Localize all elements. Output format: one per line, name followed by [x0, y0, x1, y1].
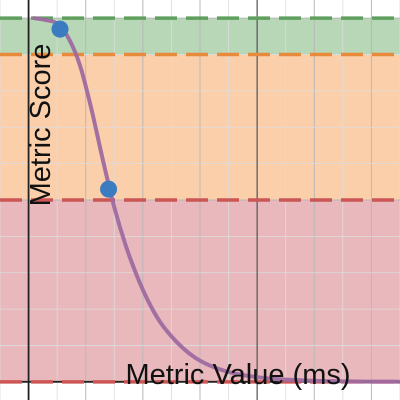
data-point-1 — [100, 180, 118, 198]
x-axis-label: Metric Value (ms) — [125, 359, 350, 391]
data-points — [51, 20, 118, 198]
data-point-0 — [51, 20, 69, 38]
band-threshold-lines — [0, 16, 400, 384]
score-curve — [32, 16, 400, 384]
series — [32, 16, 400, 384]
y-axis-label: Metric Score — [25, 44, 57, 207]
